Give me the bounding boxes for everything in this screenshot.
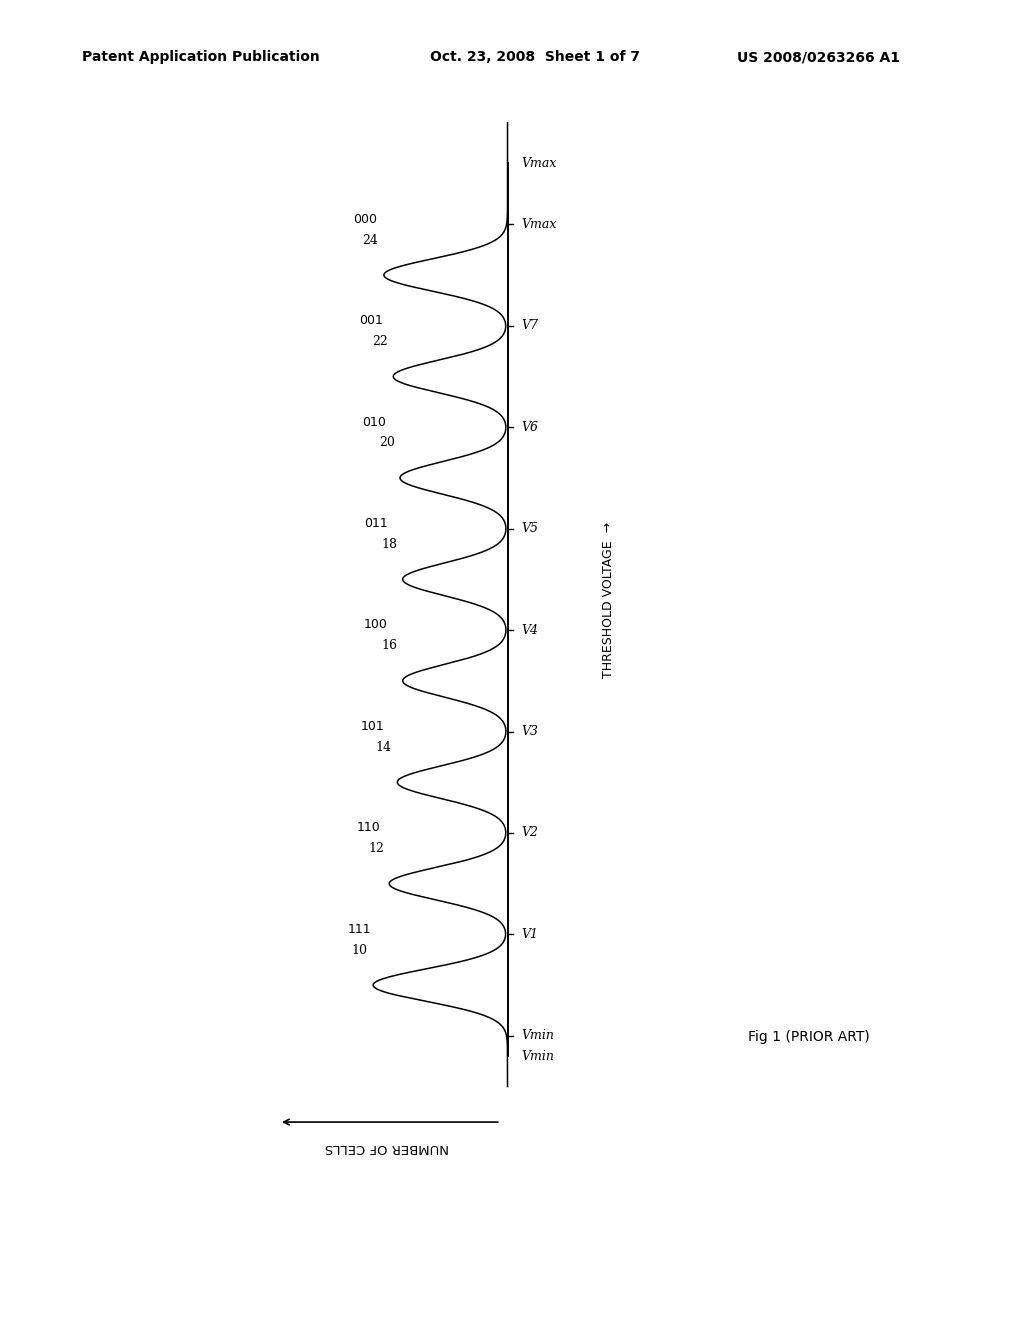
Text: 100: 100 [364,619,388,631]
Text: Vmax: Vmax [521,218,556,231]
Text: Vmax: Vmax [521,157,556,170]
Text: 000: 000 [353,213,378,226]
Text: 14: 14 [376,741,392,754]
Text: 110: 110 [356,821,381,834]
Text: V6: V6 [521,421,538,434]
Text: 16: 16 [381,639,397,652]
Text: 010: 010 [362,416,386,429]
Text: Fig 1 (PRIOR ART): Fig 1 (PRIOR ART) [748,1030,869,1044]
Text: 22: 22 [372,335,388,348]
Text: 20: 20 [379,437,394,450]
Text: Vmin: Vmin [521,1049,554,1063]
Text: Oct. 23, 2008  Sheet 1 of 7: Oct. 23, 2008 Sheet 1 of 7 [430,50,640,65]
Text: 011: 011 [365,517,388,531]
Text: NUMBER OF CELLS: NUMBER OF CELLS [325,1140,449,1154]
Text: V3: V3 [521,725,538,738]
Text: 001: 001 [358,314,383,327]
Text: V5: V5 [521,523,538,535]
Text: V7: V7 [521,319,538,333]
Text: V2: V2 [521,826,538,840]
Text: 101: 101 [361,719,385,733]
Text: V1: V1 [521,928,538,941]
Text: 24: 24 [362,234,379,247]
Text: Patent Application Publication: Patent Application Publication [82,50,319,65]
Text: V4: V4 [521,623,538,636]
Text: 18: 18 [381,539,397,550]
Text: 111: 111 [348,923,372,936]
Text: Vmin: Vmin [521,1030,554,1043]
Text: THRESHOLD VOLTAGE  →: THRESHOLD VOLTAGE → [602,521,614,677]
Text: 12: 12 [368,842,384,855]
Text: 10: 10 [352,944,368,957]
Text: US 2008/0263266 A1: US 2008/0263266 A1 [737,50,900,65]
